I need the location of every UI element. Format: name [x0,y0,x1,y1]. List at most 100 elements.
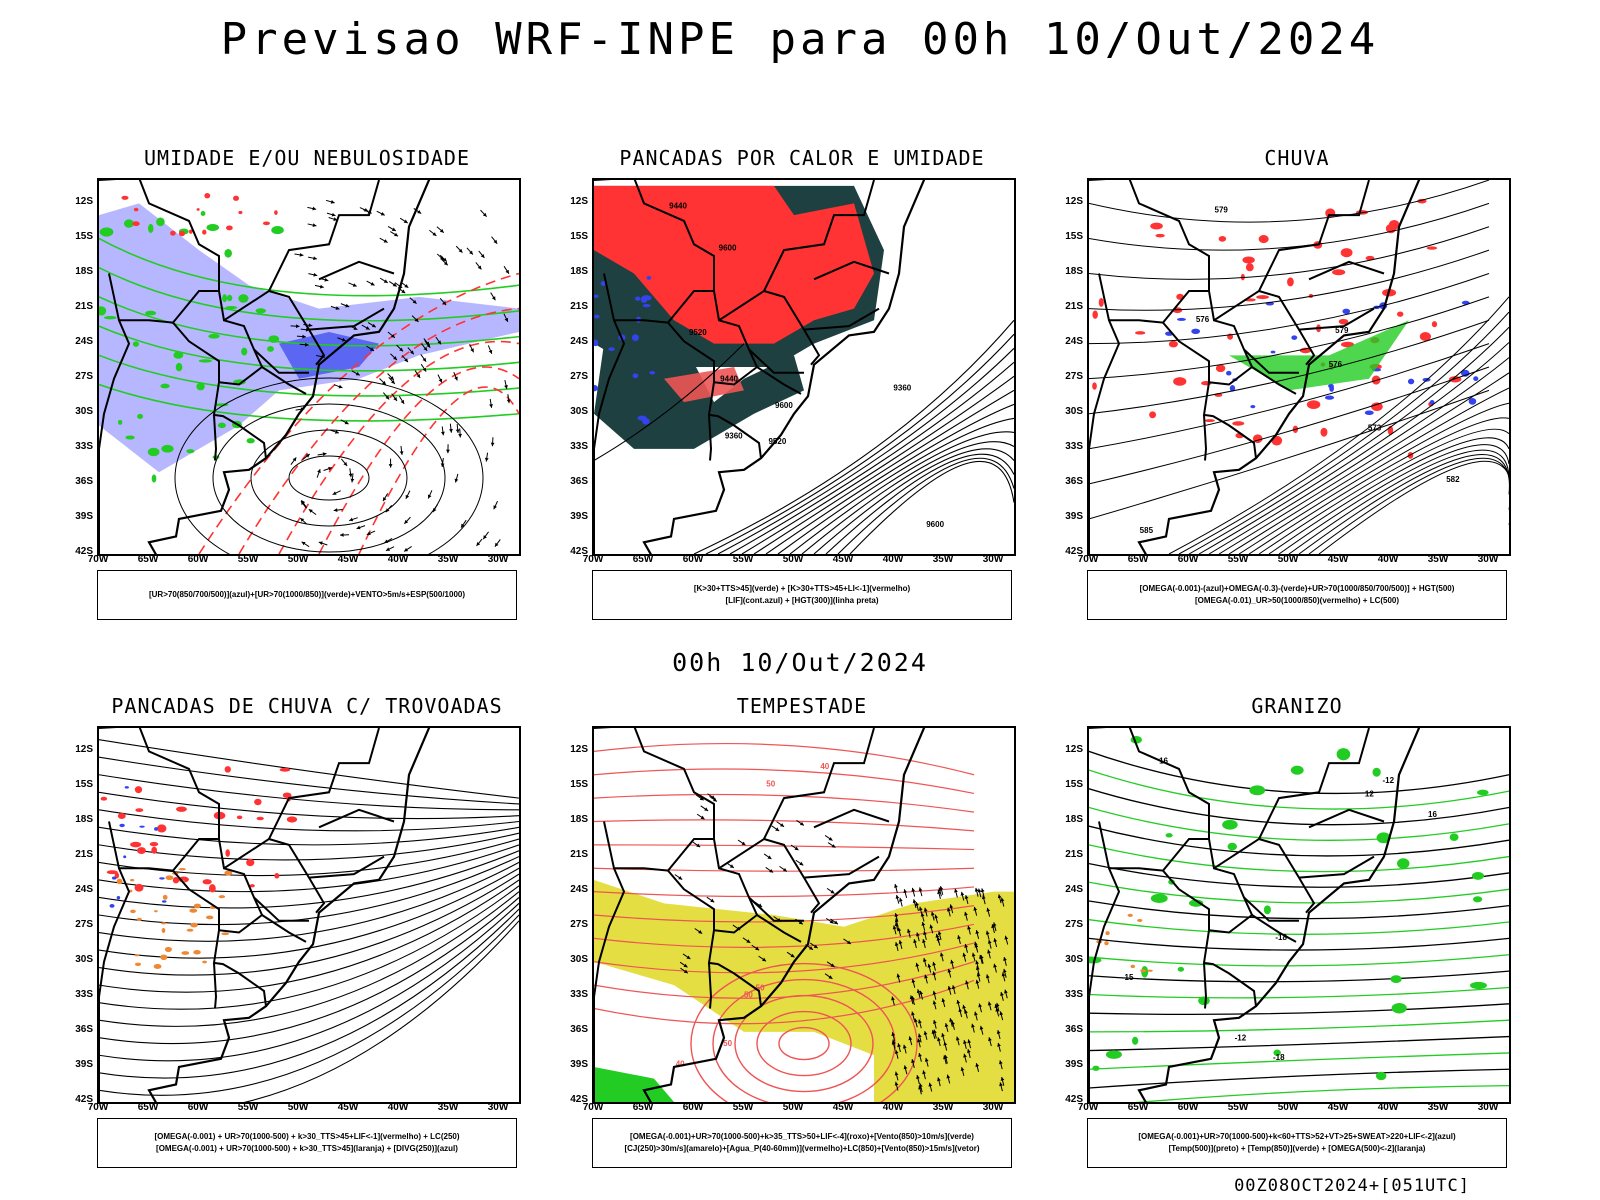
streamline [1089,343,1490,450]
temperature-contour [1089,862,1509,888]
wind-vector [1003,956,1007,966]
wind-vector [973,906,978,916]
wind-vector [894,918,899,928]
humidity-green-cell [125,435,135,440]
divergence-blob [124,786,129,789]
lif-contour-blob [594,339,599,347]
lat-tick-label: 27S [570,919,588,930]
wind-vector [776,821,785,828]
wind-vector [407,347,415,355]
contour-label: 50 [723,1039,732,1048]
wind-vector [361,324,370,330]
wind-vector [436,226,445,234]
wind-vector [976,972,981,982]
wind-vector [1004,935,1009,945]
wind-vector [957,935,961,945]
humidity-green-cell [226,294,233,302]
humidity-green-cell [160,383,170,389]
wind-vector [503,265,510,275]
lat-tick-label: 24S [570,884,588,895]
humidity-green-cell [267,345,274,352]
wind-vector [316,468,321,478]
border-line [1162,321,1210,383]
lon-tick-label: 60W [1177,1102,1199,1113]
wind-vector [985,930,990,940]
rain-area-red [1240,273,1245,281]
border-line [1089,180,1257,459]
hgt300-contour [705,333,1014,554]
li-unstable-area [594,185,874,344]
coastline [642,180,926,554]
wind-vector [325,199,335,204]
wind-vector [971,952,976,962]
lat-tick-label: 24S [1065,336,1083,347]
lon-tick-label: 65W [1127,554,1149,565]
lat-tick-label: 30S [1065,954,1083,965]
wind-vector [899,897,903,907]
border-line [594,180,762,459]
thickness-contour [358,386,519,554]
omega500-blob [1104,941,1109,946]
wind-vector [679,961,688,968]
thunder-area-orange [134,954,140,957]
wind-vector [420,363,427,372]
lat-tick-label: 21S [570,301,588,312]
lon-tick-label: 35W [932,1102,954,1113]
wind-vector [333,508,343,512]
wind-vector [387,225,397,232]
wind-vector [385,504,393,513]
contour-label: 50 [766,779,775,788]
wind-vector [917,1038,921,1048]
thickness-label-blob [233,195,240,201]
hgt300-contour [753,389,1014,554]
hgt300-contour [594,343,745,461]
wind-vector [475,262,482,270]
main-title: Previsao WRF-INPE para 00h 10/Out/2024 [220,14,1380,65]
lat-tick-label: 39S [570,511,588,522]
wind-vector [382,493,389,502]
wind-vector [971,1023,975,1033]
hgt500-contour [1308,457,1509,554]
wind-vector [987,1001,992,1011]
lat-tick-label: 42S [75,546,93,557]
omega-area-blue [1342,308,1351,314]
streamline [1089,296,1490,380]
thunder-area-orange [186,928,194,932]
wind-vector [379,277,389,284]
thunder-area-red [225,849,230,857]
wind-vector [482,531,489,540]
hgt300-contour [741,375,1014,554]
wind-vector [933,1029,937,1039]
rain-area-red [1215,364,1226,373]
thunder-area-orange [116,878,123,885]
map-frame: 9600 9520 9440 9360 9600 9600 9520 9440 9360 [592,178,1016,556]
lon-tick-label: 50W [287,1102,309,1113]
wind-vector [922,939,926,948]
wind-vector [340,419,349,425]
temp850-cell [1375,1071,1387,1081]
map-canvas [99,728,519,1102]
lat-tick-label: 18S [1065,814,1083,825]
wind-vector [911,887,916,897]
rain-area-red [1204,419,1215,423]
border-line [667,869,715,931]
humidity-green-cell [103,315,117,320]
lat-tick-label: 18S [75,266,93,277]
lon-tick-label: 70W [1077,554,1099,565]
wind-vector [964,911,968,921]
wind-vector [387,373,395,381]
lon-tick-label: 70W [87,1102,109,1113]
lat-tick-label: 27S [1065,371,1083,382]
wind-vector [432,504,439,513]
lat-tick-label: 27S [75,371,93,382]
border-line [1089,728,1257,1007]
thickness-label-blob [132,221,140,227]
wind-vector [707,793,716,800]
lif-contour-blob [594,314,600,319]
border-line [1251,366,1297,395]
hgt300-contour [813,448,1014,554]
wind-vector [1002,968,1007,978]
wind-vector [979,1025,984,1035]
contour-label: 9440 [669,201,687,210]
